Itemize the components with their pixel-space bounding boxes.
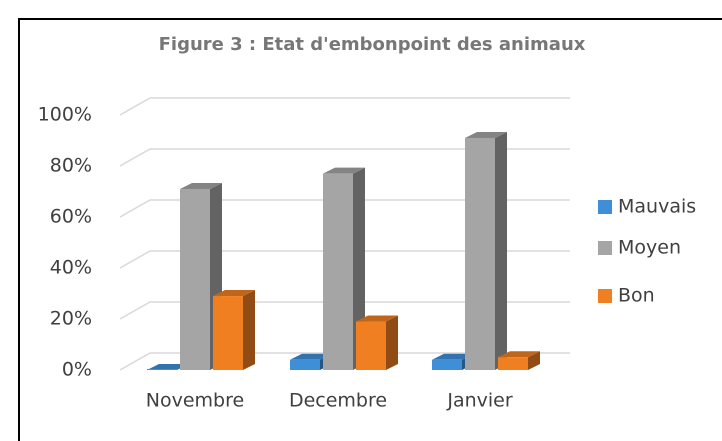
- y-tick-label: 0%: [62, 359, 92, 381]
- bar-top: [147, 364, 189, 370]
- grid-line: [119, 97, 570, 116]
- x-tick-label: Janvier: [446, 390, 513, 412]
- bar: [323, 173, 353, 370]
- bar-top: [465, 131, 507, 138]
- bar: [432, 359, 462, 370]
- bar: [180, 188, 210, 370]
- legend-label: Bon: [618, 285, 655, 307]
- bar: [290, 359, 320, 370]
- bar: [465, 137, 495, 370]
- bar-side: [243, 290, 255, 370]
- bar-side: [386, 315, 398, 370]
- y-tick-label: 20%: [50, 308, 92, 330]
- y-tick-label: 100%: [38, 104, 92, 126]
- bar-top: [432, 353, 474, 360]
- grid-line: [119, 148, 570, 167]
- bar: [147, 369, 177, 370]
- grid-line: [119, 301, 570, 320]
- chart-title: Figure 3 : Etat d'embonpoint des animaux: [159, 34, 586, 55]
- x-tick-label: Decembre: [289, 390, 387, 412]
- grid-line: [119, 250, 570, 269]
- bar-top: [180, 182, 222, 189]
- y-tick-label: 80%: [50, 155, 92, 177]
- bar: [356, 321, 386, 370]
- bar-top: [323, 167, 365, 174]
- x-tick-label: Novembre: [146, 390, 244, 412]
- legend-label: Moyen: [618, 237, 681, 259]
- grid-line: [119, 199, 570, 218]
- grid-line: [119, 352, 570, 371]
- bar-top: [213, 290, 255, 297]
- y-tick-label: 60%: [50, 206, 92, 228]
- bar-top: [356, 315, 398, 322]
- bar-top: [498, 351, 540, 358]
- bar-side: [528, 351, 540, 370]
- bar: [498, 357, 528, 370]
- legend-label: Mauvais: [618, 196, 696, 218]
- y-tick-label: 40%: [50, 257, 92, 279]
- frame: [18, 18, 722, 441]
- bar-side: [495, 131, 507, 370]
- legend-swatch: [598, 200, 612, 214]
- legend-swatch: [598, 289, 612, 303]
- bar: [213, 296, 243, 370]
- legend-swatch: [598, 241, 612, 255]
- bar-top: [290, 353, 332, 360]
